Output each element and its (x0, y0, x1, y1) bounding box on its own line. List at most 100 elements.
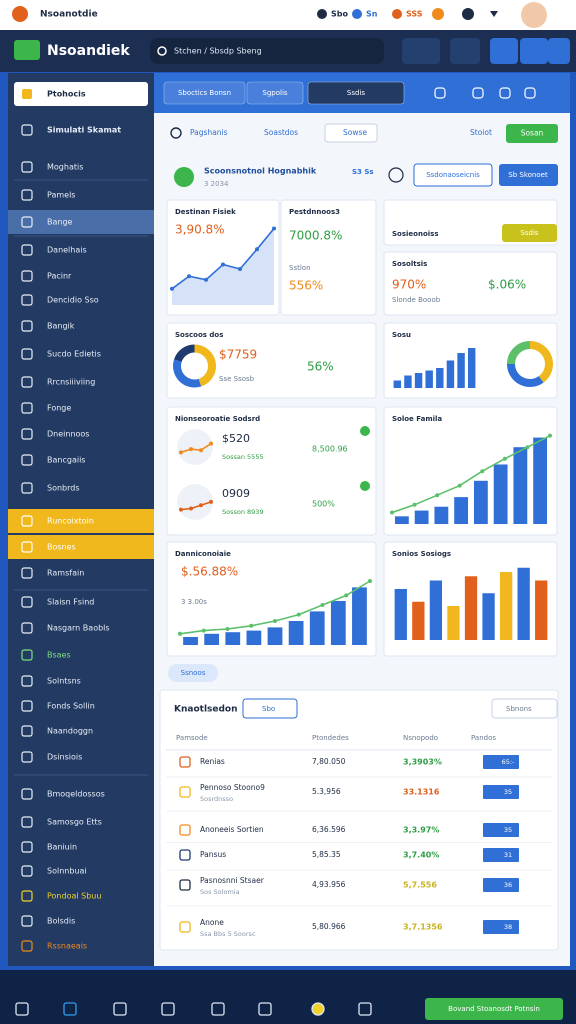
row-tag[interactable] (483, 920, 519, 934)
sidebar-item[interactable]: Bancgaiis (47, 456, 85, 465)
chip-label[interactable]: Ssdis (520, 229, 538, 237)
overview-subtitle: 3 2034 (204, 180, 229, 188)
sidebar-item[interactable]: Baniuin (47, 843, 77, 852)
bar (309, 611, 325, 645)
sidebar-item[interactable]: Fonge (47, 404, 71, 413)
sidebar-item[interactable]: Bangik (47, 322, 75, 331)
button-label[interactable]: Sb Skonoet (508, 171, 548, 179)
primary-button[interactable] (499, 164, 558, 186)
sidebar-item[interactable]: Solntsns (47, 677, 81, 686)
sidebar-item[interactable]: Ramsfain (47, 569, 84, 578)
sidebar-item[interactable]: Rrcnsiiiviing (47, 378, 95, 387)
card-title: Sosu (392, 331, 411, 339)
header-button[interactable] (548, 38, 570, 64)
nav-icon[interactable] (161, 1002, 175, 1016)
header-button[interactable] (450, 38, 480, 64)
sidebar-item[interactable]: Simulati Skamat (47, 126, 121, 135)
sidebar-item[interactable]: Slaisn Fsind (47, 598, 94, 607)
button-label[interactable]: Ssdonaoseicnis (426, 171, 480, 179)
row-tag[interactable] (483, 878, 519, 892)
user-avatar[interactable] (521, 2, 547, 28)
sidebar-item[interactable]: Sonbrds (47, 484, 80, 493)
primary-button[interactable] (506, 124, 558, 143)
nav-icon[interactable] (63, 1002, 77, 1016)
toolbar-item[interactable]: Pagshanis (190, 128, 228, 137)
header-button[interactable] (520, 38, 548, 64)
tab[interactable] (163, 81, 246, 105)
sidebar-item[interactable]: Bosnes (47, 543, 76, 552)
sidebar-item[interactable]: Samosgo Etts (47, 818, 102, 827)
sidebar-item[interactable]: Nasgarn Baobls (47, 624, 110, 633)
sidebar-item[interactable]: Pacinr (47, 272, 72, 281)
section-tab[interactable] (168, 664, 218, 682)
sidebar-icon (21, 244, 33, 256)
tab-label[interactable]: Sboctics Bonsn (178, 89, 231, 97)
sidebar-item[interactable]: Naandoggn (47, 727, 93, 736)
tab[interactable] (246, 81, 304, 105)
toolbar-link[interactable]: Stoiot (470, 128, 492, 137)
nav-icon[interactable] (113, 1002, 127, 1016)
dropdown-label[interactable]: Sbo (262, 705, 275, 713)
sidebar-icon (21, 788, 33, 800)
sidebar-item[interactable]: Solnnbuai (47, 867, 87, 876)
dropdown-label[interactable]: Sbnons (506, 705, 532, 713)
sidebar-item[interactable]: Moghatis (47, 163, 83, 172)
sidebar-item[interactable]: Dencidio Sso (47, 296, 99, 305)
sidebar-icon (21, 515, 33, 527)
sidebar-icon (21, 161, 33, 173)
point (296, 612, 301, 617)
sidebar-item[interactable]: Ptohocis (47, 90, 86, 99)
section-label[interactable]: Ssnoos (181, 669, 206, 677)
nav-icon[interactable] (258, 1002, 272, 1016)
filter-box[interactable] (324, 123, 378, 143)
chip[interactable] (502, 224, 557, 242)
tab[interactable] (307, 81, 405, 105)
row-tag[interactable] (483, 785, 519, 799)
search-box[interactable] (150, 38, 384, 64)
point (221, 262, 225, 267)
bar (425, 370, 433, 388)
toolbar-item[interactable]: Soastdos (264, 128, 298, 137)
row-icon (179, 849, 191, 861)
sort-dropdown[interactable] (491, 698, 558, 719)
overview-avatar (174, 167, 194, 187)
sidebar-item[interactable]: Sucdo Edietis (47, 350, 101, 359)
sidebar-item[interactable]: Runcoixtoin (47, 517, 94, 526)
sidebar-item[interactable]: Bolsdis (47, 917, 75, 926)
search-text[interactable]: Stchen / Sbsdp Sbeng (174, 47, 262, 56)
footer-button[interactable] (425, 998, 563, 1020)
card-stat: 556% (289, 279, 323, 293)
sidebar-item[interactable]: Dsinsiois (47, 753, 82, 762)
row-icon (179, 756, 191, 768)
nav-icon[interactable] (211, 1002, 225, 1016)
header-button[interactable] (490, 38, 518, 64)
filter-dropdown[interactable] (242, 698, 298, 719)
sidebar-item[interactable]: Bange (47, 218, 73, 227)
outline-button[interactable] (413, 163, 493, 187)
tab-label[interactable]: Sgpolis (262, 89, 288, 97)
button-label[interactable]: Bovand Stoanosdt Potnsin (448, 1005, 540, 1013)
row-tag[interactable] (483, 823, 519, 837)
row-tag[interactable] (483, 755, 519, 769)
donut-segment (529, 341, 553, 383)
bar (225, 632, 241, 645)
toolbar-item[interactable]: Sowse (343, 128, 367, 137)
sidebar-icon (21, 270, 33, 282)
sidebar-item[interactable]: Bsaes (47, 651, 71, 660)
nav-icon[interactable] (311, 1002, 325, 1016)
sidebar-item[interactable]: Pamels (47, 191, 75, 200)
sidebar-item[interactable]: Fonds Sollin (47, 702, 95, 711)
header-button[interactable] (402, 38, 440, 64)
row-tag[interactable] (483, 848, 519, 862)
sidebar-highlight-bg (8, 535, 154, 559)
nav-icon[interactable] (15, 1002, 29, 1016)
sidebar-item[interactable]: Pondoal Sbuu (47, 892, 101, 901)
tab-label[interactable]: Ssdis (347, 89, 365, 97)
sidebar-item[interactable]: Dneinnoos (47, 430, 89, 439)
sidebar-icon (21, 320, 33, 332)
button-label[interactable]: Sosan (521, 129, 544, 138)
nav-icon[interactable] (358, 1002, 372, 1016)
sidebar-item[interactable]: Bmoqeldossos (47, 790, 105, 799)
sidebar-item[interactable]: Danelhais (47, 246, 87, 255)
sidebar-item[interactable]: Rssnaeais (47, 942, 87, 951)
